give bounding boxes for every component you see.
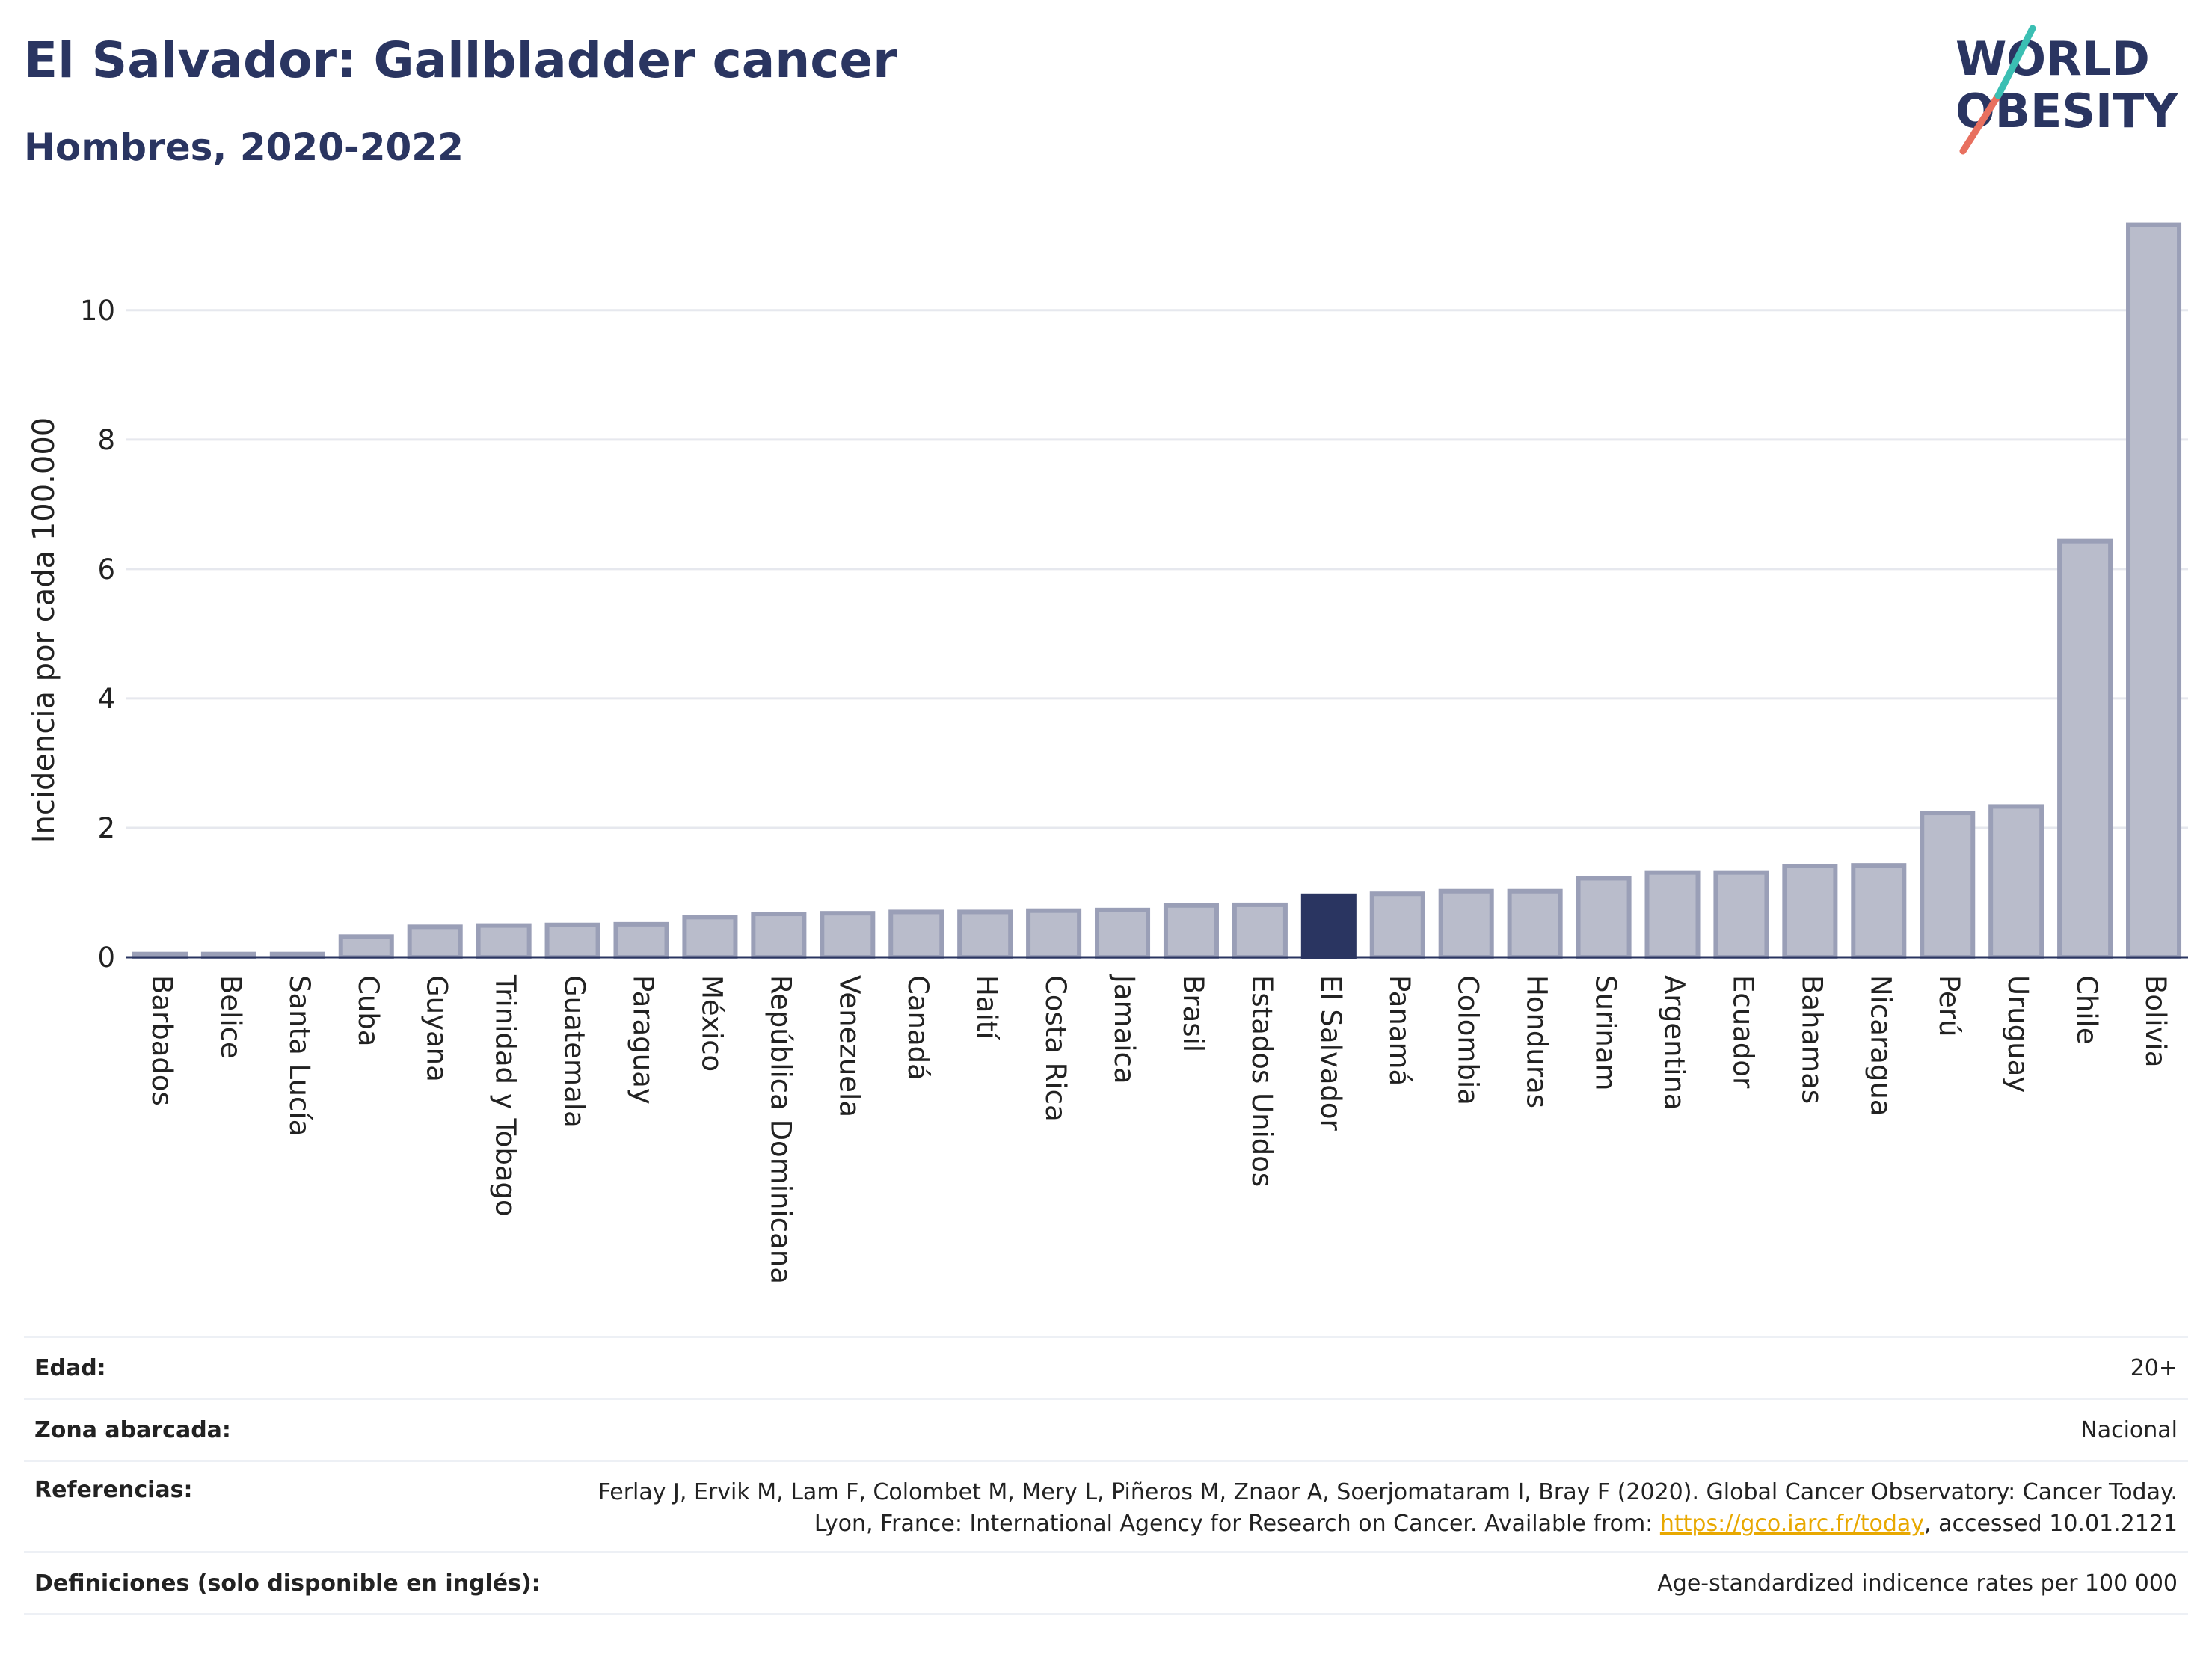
info-row-zone: Zona abarcada: Nacional (24, 1398, 2188, 1460)
x-tick-label: Guatemala (559, 975, 591, 1128)
x-tick-label: Chile (2071, 975, 2103, 1045)
y-tick-label: 4 (97, 683, 115, 715)
x-tick-label: Perú (1933, 975, 1965, 1037)
bar (1438, 888, 1494, 959)
bar (820, 911, 876, 959)
x-tick-label: Ecuador (1727, 975, 1759, 1089)
x-tick-label: Honduras (1521, 975, 1553, 1108)
chart-subtitle: Hombres, 2020-2022 (24, 126, 464, 169)
definitions-label: Definiciones (solo disponible en inglés)… (34, 1570, 541, 1597)
bar (1026, 908, 1082, 959)
y-tick-label: 0 (97, 942, 115, 974)
y-tick-label: 8 (97, 424, 115, 456)
y-axis-title: Incidencia por cada 100.000 (27, 417, 61, 844)
bar (1232, 902, 1288, 959)
x-tick-label: Trinidad y Tobago (490, 974, 522, 1217)
references-text: Ferlay J, Ervik M, Lam F, Colombet M, Me… (597, 1479, 2178, 1537)
chart-title: El Salvador: Gallbladder cancer (24, 31, 897, 89)
x-tick-label: Guyana (421, 975, 453, 1082)
references-value: Ferlay J, Ervik M, Lam F, Colombet M, Me… (562, 1477, 2188, 1540)
bar (1576, 876, 1632, 959)
x-tick-label: Cuba (352, 975, 384, 1046)
bar (2057, 538, 2113, 959)
bar-highlight (1300, 893, 1357, 959)
age-label: Edad: (34, 1354, 106, 1381)
x-tick-label: Bolivia (2139, 975, 2172, 1067)
x-tick-label: Argentina (1659, 975, 1691, 1110)
x-tick-label: Paraguay (627, 975, 660, 1105)
references-label: Referencias: (34, 1477, 193, 1503)
bar-chart: 0 2 4 6 8 10 Incidencia por cada 100.000 Barbad… (27, 222, 2188, 1284)
x-tick-label: México (695, 975, 728, 1072)
x-tick-label: Costa Rica (1039, 975, 1072, 1122)
bar (476, 923, 532, 960)
x-tick-label: Estados Unidos (1246, 975, 1278, 1187)
references-accessed: , accessed 10.01.2121 (1924, 1511, 2178, 1537)
bar (682, 915, 738, 960)
logo-text-world: WORLD (1956, 31, 2150, 86)
info-table: Edad: 20+ Zona abarcada: Nacional Refere… (24, 1336, 2188, 1615)
zone-value: Nacional (2080, 1416, 2178, 1443)
bar (613, 921, 669, 959)
bar (1920, 811, 1976, 959)
x-tick-label: Jamaica (1108, 974, 1140, 1084)
bar (1782, 864, 1838, 960)
bar (957, 909, 1013, 960)
x-tick-label: Nicaragua (1864, 975, 1896, 1116)
bar (1851, 863, 1907, 960)
bar (1644, 870, 1701, 959)
bar (1163, 903, 1219, 959)
age-value: 20+ (2130, 1354, 2178, 1381)
bar (544, 922, 600, 960)
bar (1369, 891, 1425, 960)
x-tick-label: Santa Lucía (283, 975, 316, 1136)
y-tick-label: 6 (97, 553, 115, 586)
zone-label: Zona abarcada: (34, 1416, 231, 1443)
x-tick-label: El Salvador (1315, 975, 1347, 1132)
bar (338, 934, 394, 959)
x-tick-label: Panamá (1383, 975, 1416, 1086)
x-tick-label: Colombia (1452, 975, 1484, 1105)
bar (1713, 870, 1769, 959)
info-row-age: Edad: 20+ (24, 1336, 2188, 1398)
y-tick-label: 10 (80, 295, 115, 327)
y-tick-label: 2 (97, 812, 115, 844)
bar (888, 909, 944, 960)
bar (2126, 222, 2182, 959)
x-tick-label: Haití (971, 975, 1003, 1040)
world-obesity-logo: WORLD OBESITY (1956, 25, 2178, 155)
bar (751, 912, 807, 959)
x-tick-label: Canadá (902, 975, 934, 1081)
definitions-value: Age-standardized indicence rates per 100… (1657, 1570, 2178, 1597)
bar (1095, 907, 1151, 959)
logo-text-obesity: OBESITY (1956, 84, 2178, 138)
x-tick-label: Uruguay (2002, 975, 2034, 1093)
x-tick-label: Belice (215, 975, 247, 1059)
x-tick-label: Brasil (1177, 975, 1209, 1052)
bar (1988, 804, 2044, 959)
references-link[interactable]: https://gco.iarc.fr/today (1659, 1511, 1925, 1537)
info-row-references: Referencias: Ferlay J, Ervik M, Lam F, C… (24, 1460, 2188, 1551)
x-tick-label: Barbados (146, 975, 178, 1106)
x-tick-label: Bahamas (1795, 975, 1828, 1104)
x-tick-label: República Dominicana (764, 975, 796, 1284)
bar (1507, 888, 1563, 959)
info-row-definitions: Definiciones (solo disponible en inglés)… (24, 1551, 2188, 1615)
x-tick-label: Venezuela (833, 975, 865, 1117)
bar (407, 924, 463, 960)
x-tick-label: Surinam (1590, 975, 1622, 1091)
